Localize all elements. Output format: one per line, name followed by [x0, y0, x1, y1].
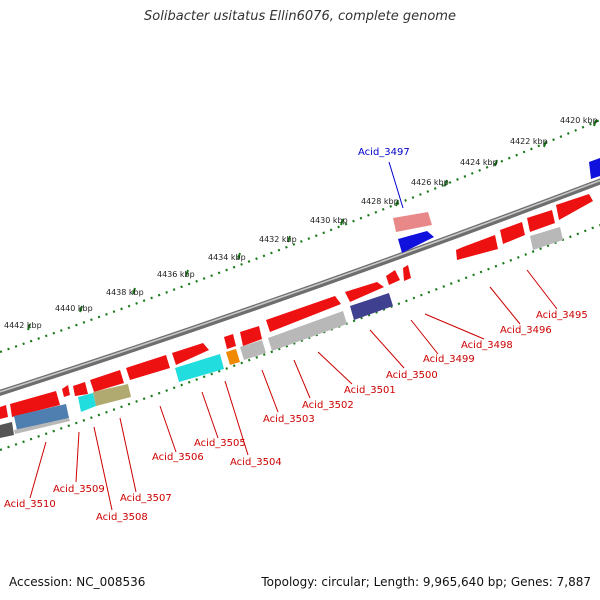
- gene-feature[interactable]: [226, 349, 240, 365]
- gene-feature[interactable]: [456, 235, 498, 260]
- gene-feature[interactable]: [224, 334, 236, 349]
- gene-feature[interactable]: [240, 340, 266, 360]
- gene-feature[interactable]: [90, 370, 124, 392]
- ruler-label: 4424 kbp: [460, 158, 498, 167]
- gene-feature[interactable]: [14, 404, 69, 430]
- gene-label[interactable]: Acid_3507: [120, 493, 172, 504]
- outer-scale-track: [0, 118, 600, 354]
- gene-feature[interactable]: [386, 270, 400, 285]
- reverse-strand-genes: [0, 227, 563, 438]
- ruler-label: 4426 kbp: [411, 178, 449, 187]
- gene-feature[interactable]: [62, 385, 70, 397]
- gene-feature[interactable]: [93, 384, 131, 406]
- genome-title: Solibacter usitatus Ellin6076, complete …: [144, 9, 456, 24]
- genome-summary-text: Topology: circular; Length: 9,965,640 bp…: [261, 575, 591, 589]
- ruler-label: 4434 kbp: [208, 253, 246, 262]
- ruler-label: 4428 kbp: [361, 197, 399, 206]
- ruler-label: 4432 kbp: [259, 235, 297, 244]
- highlight-leader: [388, 161, 404, 209]
- gene-feature[interactable]: [14, 418, 70, 434]
- genome-backbone: [0, 178, 600, 396]
- gene-label[interactable]: Acid_3502: [302, 400, 354, 411]
- gene-feature[interactable]: [172, 343, 209, 365]
- gene-feature[interactable]: [240, 326, 262, 346]
- gene-feature[interactable]: [556, 194, 593, 220]
- gene-label[interactable]: Acid_3501: [344, 385, 396, 396]
- gene-feature[interactable]: [403, 265, 411, 281]
- gene-feature[interactable]: [73, 382, 88, 396]
- gene-label[interactable]: Acid_3499: [423, 354, 475, 365]
- gene-feature[interactable]: [345, 282, 384, 302]
- highlight-gene-label[interactable]: Acid_3497: [358, 147, 410, 158]
- gene-label[interactable]: Acid_3496: [500, 325, 552, 336]
- inner-scale-track: [0, 223, 600, 452]
- gene-feature[interactable]: [0, 405, 8, 419]
- ruler-label: 4436 kbp: [157, 270, 195, 279]
- gene-label[interactable]: Acid_3509: [53, 484, 105, 495]
- genome-backbone-highlight: [0, 179, 600, 393]
- ruler-label: 4442 kbp: [4, 321, 42, 330]
- gene-feature[interactable]: [175, 354, 224, 382]
- forward-strand-genes: [0, 158, 600, 419]
- gene-feature[interactable]: [589, 158, 600, 179]
- outer-major-ticks: [27, 119, 597, 331]
- ruler-label: 4440 kbp: [55, 304, 93, 313]
- gene-feature[interactable]: [398, 231, 434, 253]
- ruler-label: 4430 kbp: [310, 216, 348, 225]
- gene-label[interactable]: Acid_3500: [386, 370, 438, 381]
- gene-feature[interactable]: [10, 391, 60, 417]
- label-leaders: [29, 269, 558, 511]
- gene-label[interactable]: Acid_3510: [4, 499, 56, 510]
- gene-feature[interactable]: [126, 355, 170, 380]
- ruler-label: 4422 kbp: [510, 137, 548, 146]
- gene-label[interactable]: Acid_3504: [230, 457, 282, 468]
- gene-feature[interactable]: [530, 227, 563, 250]
- gene-feature[interactable]: [500, 222, 525, 244]
- gene-label[interactable]: Acid_3505: [194, 438, 246, 449]
- gene-feature[interactable]: [266, 296, 341, 332]
- gene-label[interactable]: Acid_3495: [536, 310, 588, 321]
- gene-feature[interactable]: [78, 393, 96, 412]
- accession-text: Accession: NC_008536: [9, 575, 146, 589]
- gene-feature[interactable]: [0, 422, 14, 438]
- ruler-label: 4438 kbp: [106, 288, 144, 297]
- gene-feature[interactable]: [350, 293, 393, 320]
- gene-feature[interactable]: [393, 212, 432, 232]
- ruler-labels: 4420 kbp 4422 kbp 4424 kbp 4426 kbp 4428…: [4, 116, 598, 330]
- gene-feature[interactable]: [268, 311, 347, 351]
- gene-labels: Acid_3495 Acid_3496 Acid_3498 Acid_3499 …: [4, 310, 588, 523]
- ruler-label: 4420 kbp: [560, 116, 598, 125]
- gene-label[interactable]: Acid_3506: [152, 452, 204, 463]
- gene-label[interactable]: Acid_3508: [96, 512, 148, 523]
- gene-feature[interactable]: [527, 210, 555, 232]
- gene-label[interactable]: Acid_3498: [461, 340, 513, 351]
- gene-label[interactable]: Acid_3503: [263, 414, 315, 425]
